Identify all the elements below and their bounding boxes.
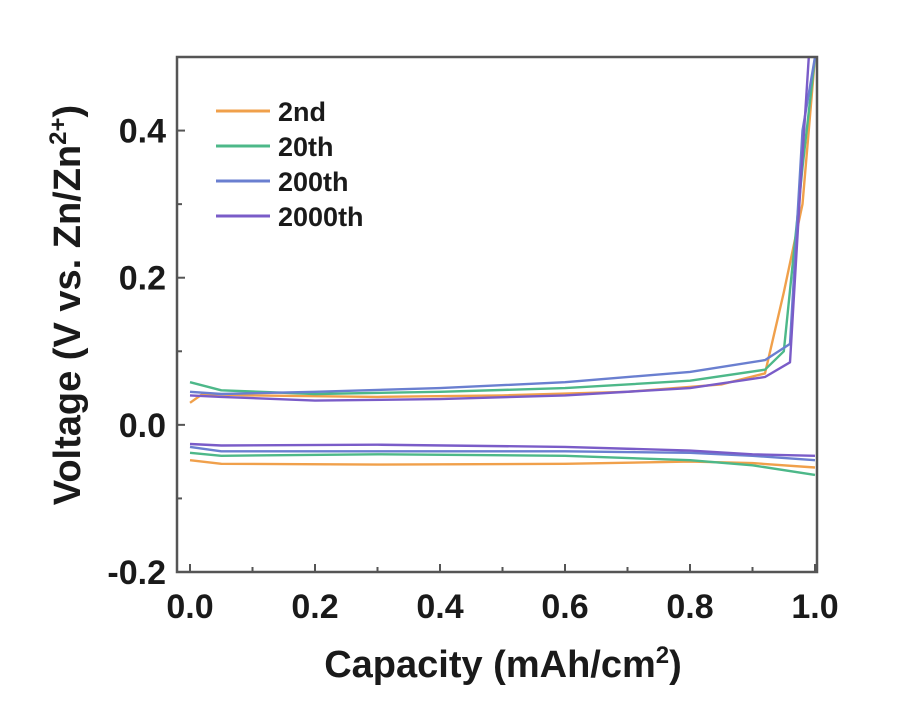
x-tick-labels: 0.0 0.2 0.4 0.6 0.8 1.0 [166, 588, 838, 626]
plot-frame [175, 55, 819, 574]
y-tick-label: -0.2 [107, 554, 166, 592]
y-axis-title: Voltage (V vs. Zn/Zn2+) [45, 105, 89, 505]
x-tick-label: 0.8 [666, 588, 713, 626]
legend-label: 2000th [278, 202, 364, 232]
legend-label: 200th [278, 167, 349, 197]
ticks-layer [177, 56, 816, 573]
legend-label: 20th [278, 132, 334, 162]
legend-item: 20th [216, 132, 334, 162]
x-tick-label: 0.2 [291, 588, 338, 626]
series-2000th-discharge-line [189, 442, 816, 457]
x-axis-title: Capacity (mAh/cm2) [324, 642, 682, 686]
legend-item: 2000th [216, 202, 364, 232]
series-200th-discharge-line [189, 445, 816, 462]
legend: 2nd 20th 200th 2000th [216, 97, 364, 232]
series-layer [189, 57, 817, 477]
y-tick-labels: -0.2 0.0 0.2 0.4 [107, 113, 166, 592]
y-tick-label: 0.0 [119, 407, 166, 445]
series-2000th-charge-line [189, 57, 810, 402]
series-20th-discharge-line [189, 451, 816, 477]
y-tick-label: 0.4 [119, 113, 166, 151]
legend-item: 200th [216, 167, 349, 197]
legend-label: 2nd [278, 97, 326, 127]
legend-item: 2nd [216, 97, 326, 127]
series-2nd-discharge-line [189, 459, 816, 469]
x-tick-label: 0.4 [416, 588, 463, 626]
y-tick-label: 0.2 [119, 260, 166, 298]
x-tick-label: 0.0 [166, 588, 213, 626]
x-tick-label: 0.6 [541, 588, 588, 626]
x-tick-label: 1.0 [791, 588, 838, 626]
